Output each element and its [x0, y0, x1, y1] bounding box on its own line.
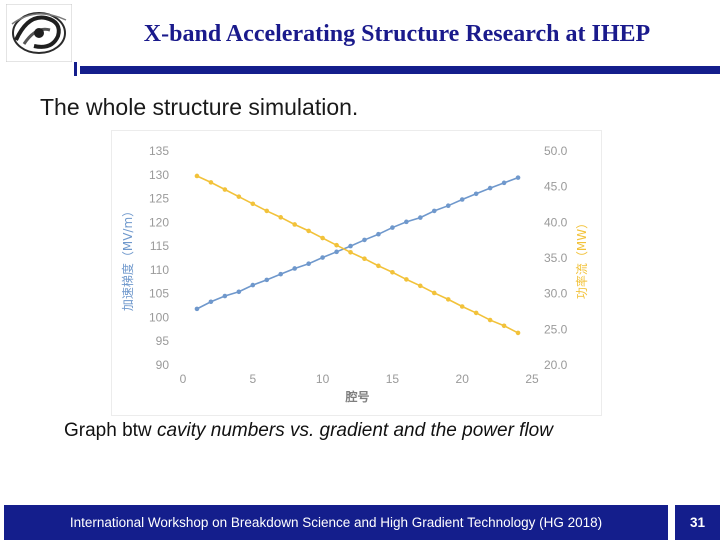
y2-tick-label: 35.0: [544, 251, 568, 265]
chart-caption: Graph btw cavity numbers vs. gradient an…: [64, 420, 553, 442]
ihep-logo-icon: [5, 3, 73, 63]
gradient-point: [250, 282, 256, 288]
x-tick-label: 25: [525, 372, 539, 386]
power-point: [222, 187, 228, 192]
y-tick-label: 90: [156, 358, 170, 372]
gradient-point: [445, 203, 451, 208]
gradient-point: [264, 277, 270, 283]
y-tick-label: 135: [149, 144, 169, 158]
gradient-point: [431, 208, 437, 214]
gradient-point: [376, 231, 381, 237]
gradient-series-line: [196, 176, 519, 310]
caption-italic: cavity numbers vs. gradient and the powe…: [156, 420, 553, 441]
slide-subtitle: The whole structure simulation.: [40, 94, 359, 120]
y-tick-label: 95: [156, 334, 170, 348]
title-underline-bar: [80, 66, 720, 74]
gradient-point: [194, 306, 200, 312]
power-point: [431, 290, 437, 296]
power-point: [376, 263, 381, 269]
power-point: [348, 249, 353, 255]
footer-text: International Workshop on Breakdown Scie…: [4, 505, 668, 540]
x-tick-label: 10: [316, 372, 330, 386]
gradient-point: [390, 225, 395, 230]
power-point: [404, 277, 409, 282]
gradient-point: [362, 237, 367, 243]
chart-panel: 0 5 10 15 20 25 90 95 100 105 110 115 120 125 130 135 20…: [112, 131, 601, 415]
power-point: [515, 330, 521, 336]
power-point: [487, 317, 493, 323]
y-tick-label: 120: [149, 215, 169, 229]
gradient-point: [459, 197, 465, 202]
x-tick-label: 15: [386, 372, 400, 386]
gradient-point: [236, 289, 242, 295]
power-point: [362, 256, 367, 262]
gradient-point: [501, 180, 507, 186]
power-point: [250, 201, 256, 207]
gradient-power-chart: 0 5 10 15 20 25 90 95 100 105 110 115 120 125 130 135 20…: [120, 144, 589, 404]
gradient-point: [515, 175, 521, 180]
slide-title: X-band Accelerating Structure Research a…: [143, 21, 651, 47]
power-point: [278, 215, 284, 220]
gradient-point: [348, 243, 353, 249]
y2-tick-label: 40.0: [544, 215, 568, 229]
y-tick-label: 125: [149, 192, 169, 206]
y2-tick-label: 30.0: [544, 287, 568, 301]
gradient-point: [487, 185, 493, 191]
x-tick-label: 0: [180, 372, 187, 386]
y-tick-label: 130: [149, 168, 169, 182]
power-point: [418, 283, 423, 289]
power-point: [306, 228, 311, 234]
power-point: [501, 323, 507, 329]
gradient-point: [404, 219, 409, 225]
power-point: [264, 208, 270, 214]
power-point: [292, 222, 297, 227]
y2-axis-label: 功率流（MW）: [574, 217, 589, 299]
y2-tick-label: 45.0: [544, 180, 568, 194]
gradient-point: [320, 255, 325, 260]
y-tick-label: 105: [149, 287, 169, 301]
gradient-point: [473, 191, 479, 197]
gradient-point: [292, 266, 297, 271]
y-tick-label: 110: [150, 263, 169, 277]
power-point: [473, 310, 479, 316]
x-tick-label: 5: [249, 372, 256, 386]
power-point: [236, 194, 242, 199]
caption-lead: Graph btw: [64, 420, 157, 441]
gradient-point: [418, 215, 423, 220]
power-point: [445, 297, 451, 302]
gradient-point: [306, 261, 311, 267]
y-tick-label: 115: [150, 239, 169, 253]
power-point: [334, 242, 339, 248]
power-point: [459, 304, 465, 309]
power-point: [208, 180, 214, 185]
gradient-point: [208, 299, 214, 305]
y2-tick-label: 50.0: [544, 144, 568, 158]
y2-tick-label: 20.0: [544, 358, 568, 372]
power-point: [320, 235, 325, 241]
power-series-line: [196, 175, 519, 334]
power-point: [194, 173, 200, 179]
x-axis-label: 腔号: [344, 389, 369, 404]
gradient-point: [334, 249, 339, 255]
title-bar-tick: [74, 62, 77, 76]
power-point: [390, 269, 395, 275]
x-tick-label: 20: [456, 372, 470, 386]
page-number: 31: [675, 505, 720, 540]
y2-tick-label: 25.0: [544, 322, 568, 336]
gradient-point: [222, 293, 228, 299]
gradient-point: [278, 271, 284, 277]
y-axis-label: 加速梯度（MV/m）: [120, 205, 135, 311]
footer: International Workshop on Breakdown Scie…: [0, 505, 720, 540]
y-tick-label: 100: [149, 310, 169, 324]
